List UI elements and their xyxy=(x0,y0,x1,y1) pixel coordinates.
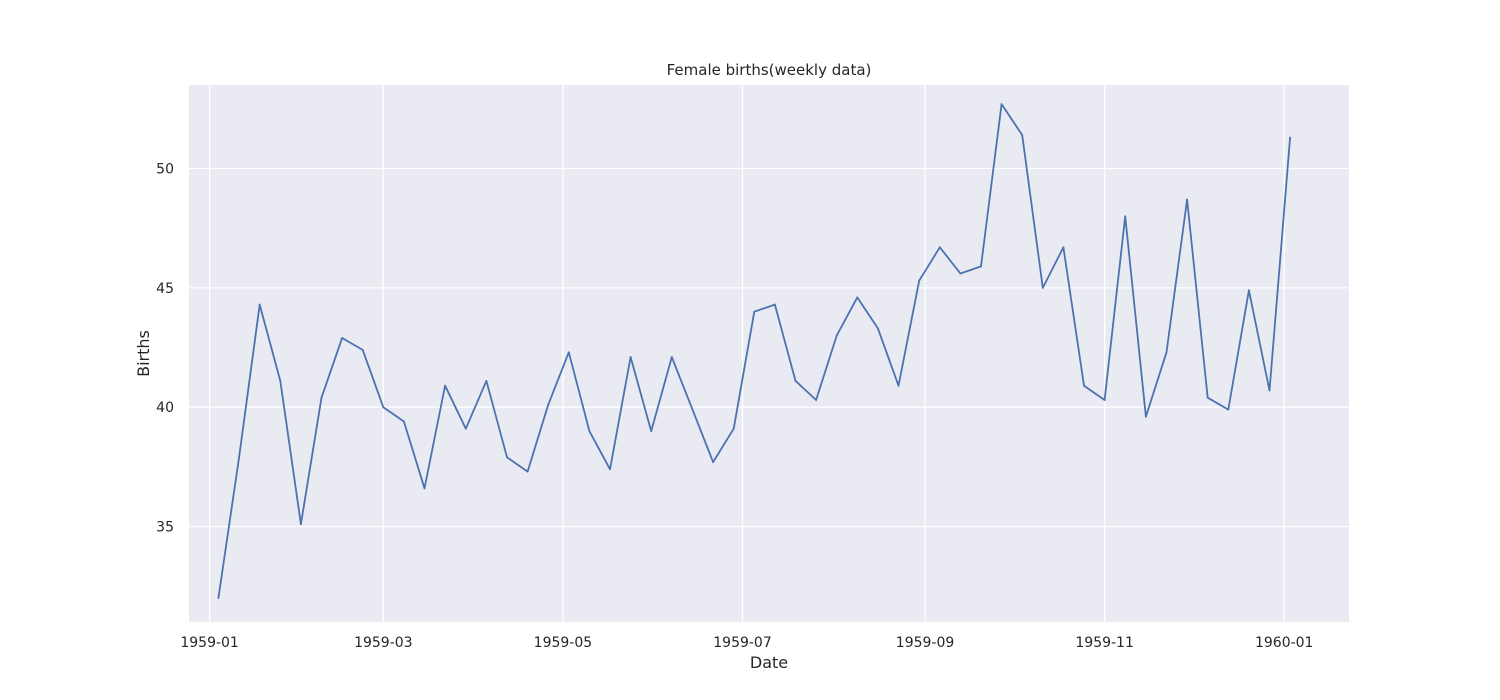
data-point xyxy=(609,468,611,471)
data-point xyxy=(1062,246,1065,249)
data-point xyxy=(897,384,900,387)
data-point xyxy=(485,380,488,382)
x-axis-label: Date xyxy=(750,653,788,672)
data-point xyxy=(650,430,653,432)
data-point xyxy=(629,356,632,358)
tick-labels: 1959-01 1959-03 1959-05 1959-07 1959-09 1959-… xyxy=(156,162,1313,651)
data-point xyxy=(1144,415,1147,418)
y-tick-label: 40 xyxy=(156,400,174,416)
data-point xyxy=(691,408,694,411)
data-point xyxy=(1103,399,1106,401)
x-tick-label: 1959-09 xyxy=(896,635,955,651)
data-point xyxy=(815,399,818,401)
data-point xyxy=(938,246,941,249)
x-tick-label: 1959-01 xyxy=(180,635,239,651)
x-tick-label: 1960-01 xyxy=(1255,635,1314,651)
data-point xyxy=(1247,289,1250,292)
data-point xyxy=(279,380,282,382)
x-tick-label: 1959-05 xyxy=(534,635,593,651)
y-tick-label: 45 xyxy=(156,281,174,297)
data-point xyxy=(794,380,797,382)
data-point xyxy=(732,427,735,430)
data-point xyxy=(1041,286,1044,289)
data-point xyxy=(444,384,447,387)
data-point xyxy=(547,403,550,406)
data-point xyxy=(238,456,240,459)
data-point xyxy=(712,461,714,463)
data-point xyxy=(856,296,859,299)
data-point xyxy=(299,523,302,526)
y-axis-label: Births xyxy=(134,330,153,377)
data-point xyxy=(1186,198,1188,201)
y-tick-label: 35 xyxy=(156,520,174,536)
data-point xyxy=(753,310,756,313)
data-point xyxy=(361,349,364,351)
data-points xyxy=(217,103,1292,600)
chart-title: Female births(weekly data) xyxy=(667,61,872,79)
x-tick-label: 1959-07 xyxy=(713,635,772,651)
data-point xyxy=(1227,408,1230,411)
data-point xyxy=(506,456,508,459)
data-point xyxy=(588,430,591,432)
data-point xyxy=(567,351,570,354)
data-point xyxy=(959,272,962,275)
x-tick-label: 1959-03 xyxy=(354,635,413,651)
data-point xyxy=(217,597,220,600)
data-point xyxy=(1268,389,1271,392)
plot-area xyxy=(189,85,1349,622)
grid-lines xyxy=(189,85,1349,622)
data-point xyxy=(341,337,343,339)
data-point xyxy=(980,265,982,268)
data-point xyxy=(773,303,776,306)
data-point xyxy=(835,334,838,337)
data-point xyxy=(1000,103,1003,105)
data-point xyxy=(464,427,467,430)
data-point xyxy=(1206,396,1209,399)
data-point xyxy=(320,396,323,399)
data-point xyxy=(526,470,529,473)
data-point xyxy=(382,406,385,409)
data-point xyxy=(670,356,673,358)
data-point xyxy=(1021,134,1024,137)
data-point xyxy=(1083,384,1085,387)
data-point xyxy=(423,487,426,490)
data-point xyxy=(1124,215,1127,218)
data-point xyxy=(403,420,405,423)
data-point xyxy=(258,303,261,306)
x-tick-label: 1959-11 xyxy=(1075,635,1134,651)
data-point xyxy=(877,327,879,330)
y-tick-label: 50 xyxy=(156,162,174,178)
data-point xyxy=(1165,351,1168,354)
data-point xyxy=(1289,136,1292,139)
data-point xyxy=(918,279,921,282)
